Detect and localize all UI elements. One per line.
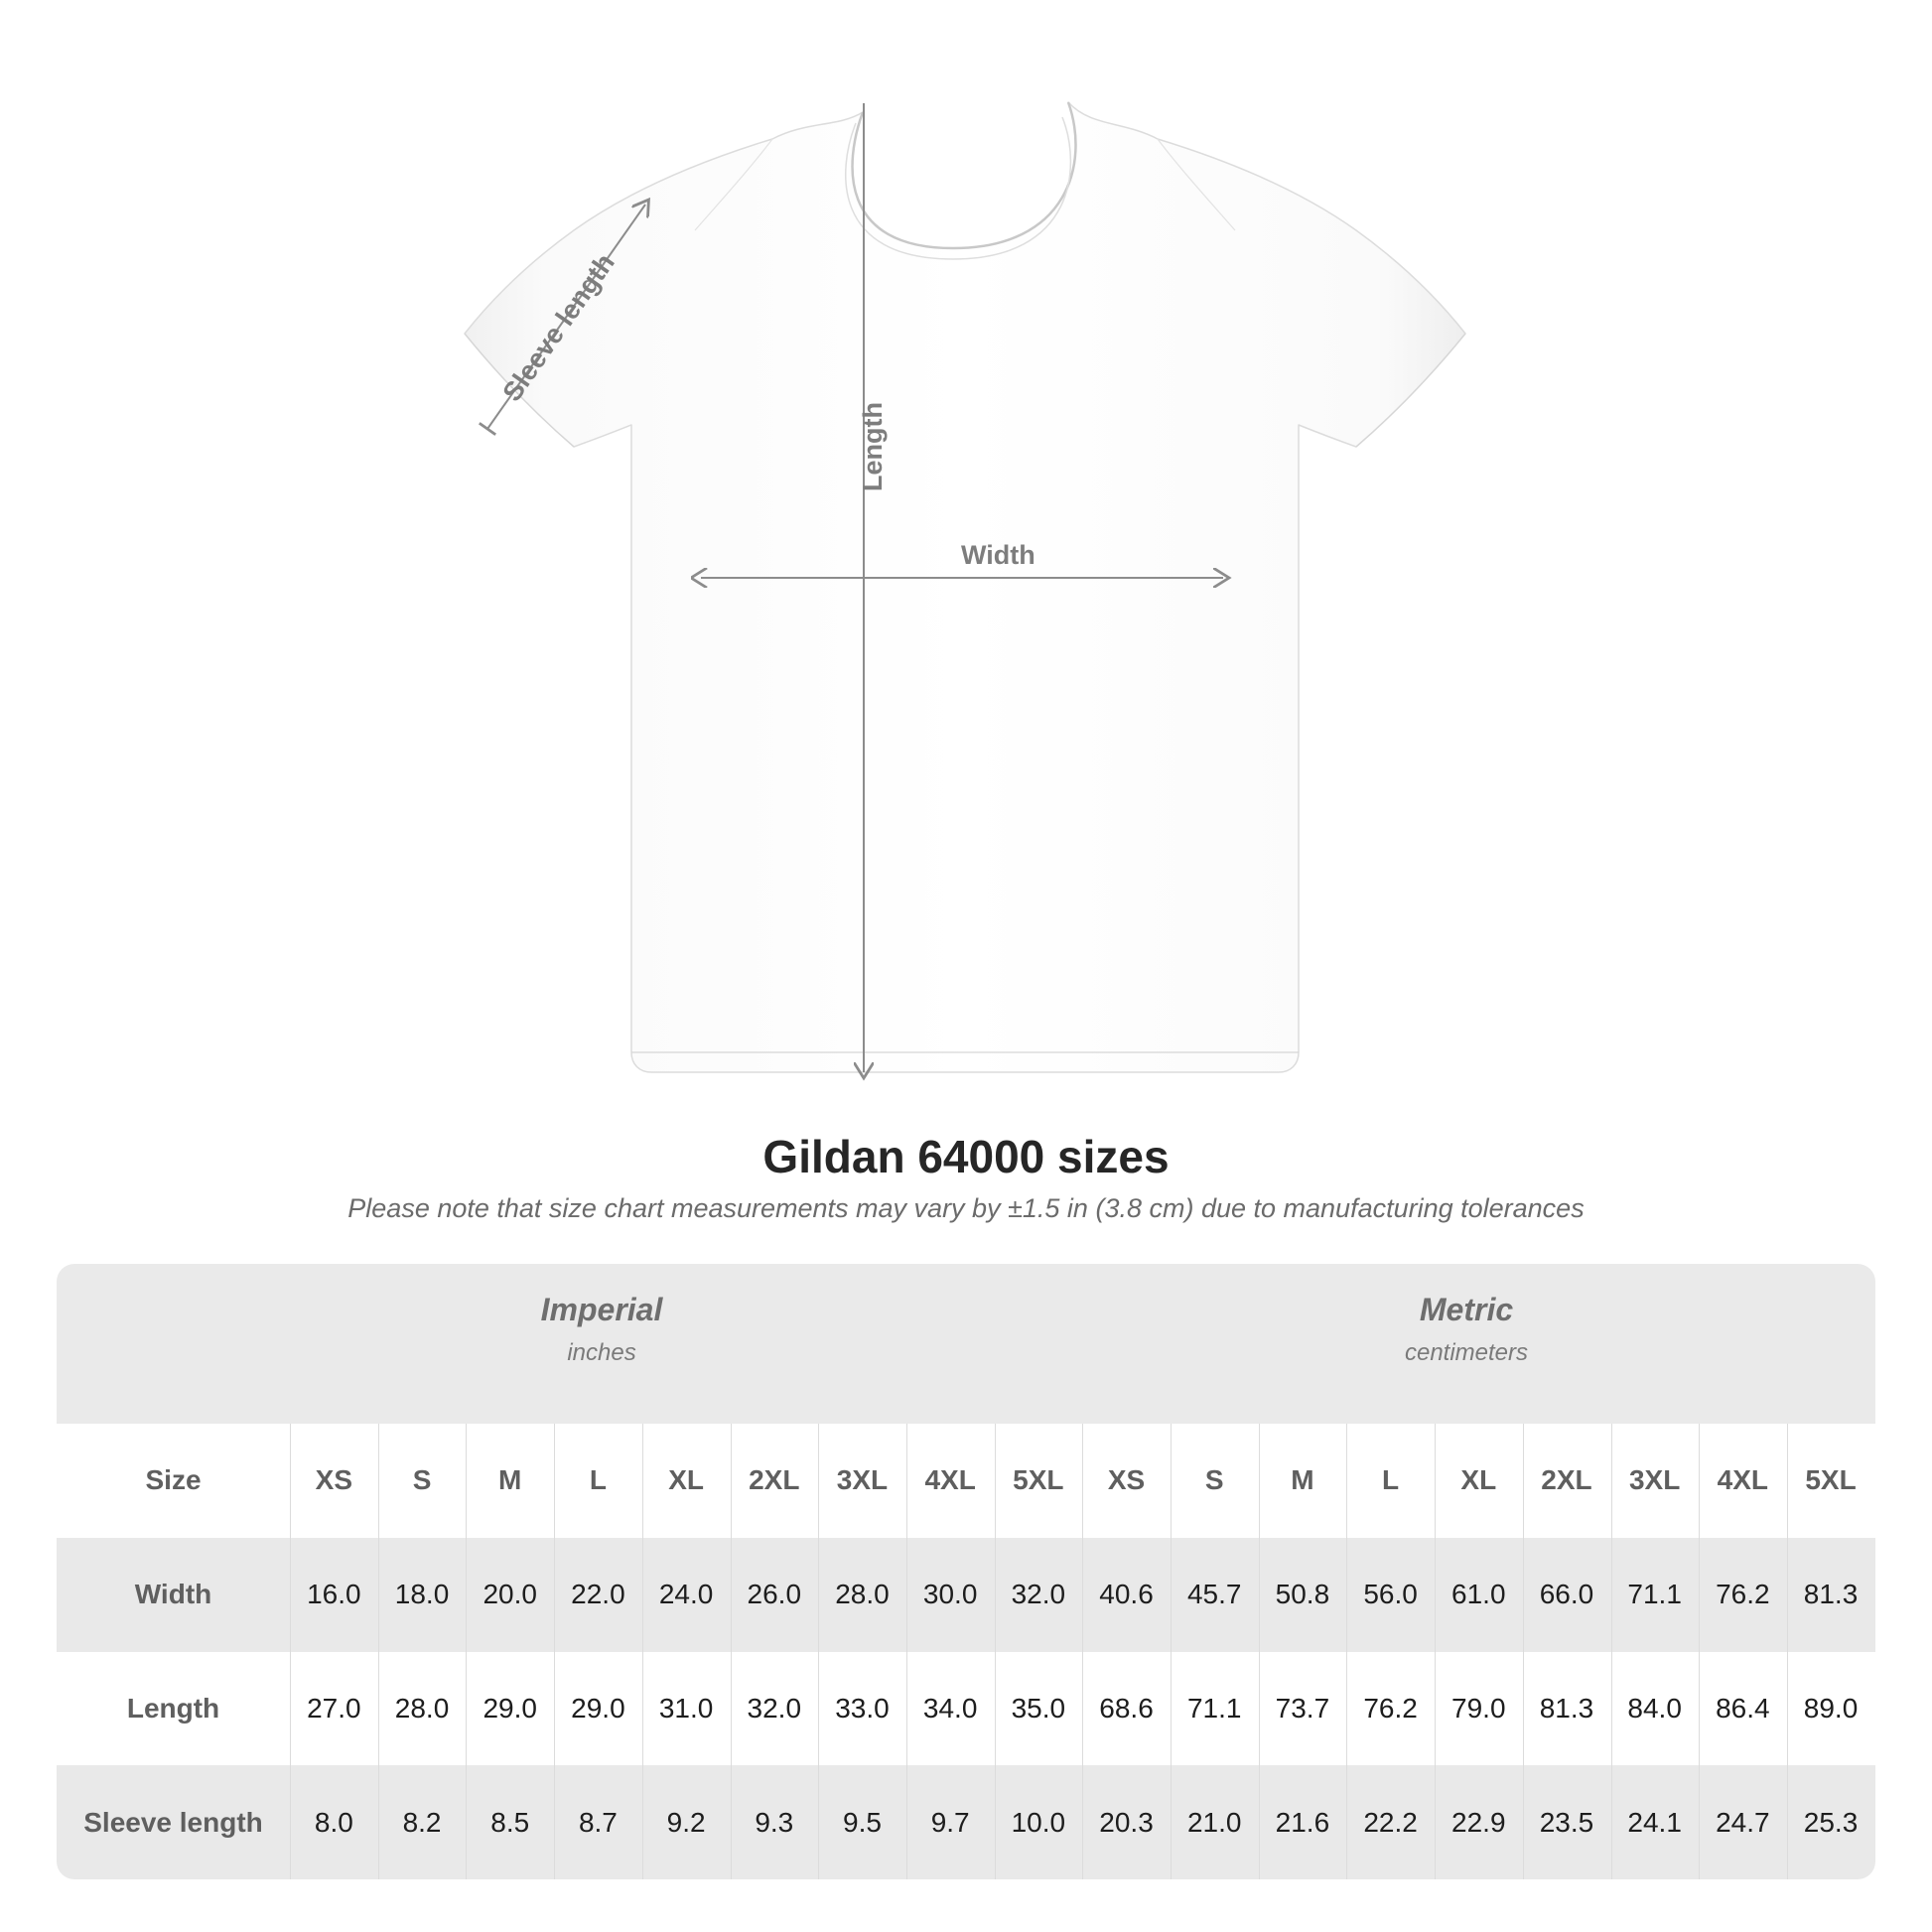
svg-text:Width: Width bbox=[961, 540, 1035, 570]
svg-text:Length: Length bbox=[858, 402, 888, 491]
